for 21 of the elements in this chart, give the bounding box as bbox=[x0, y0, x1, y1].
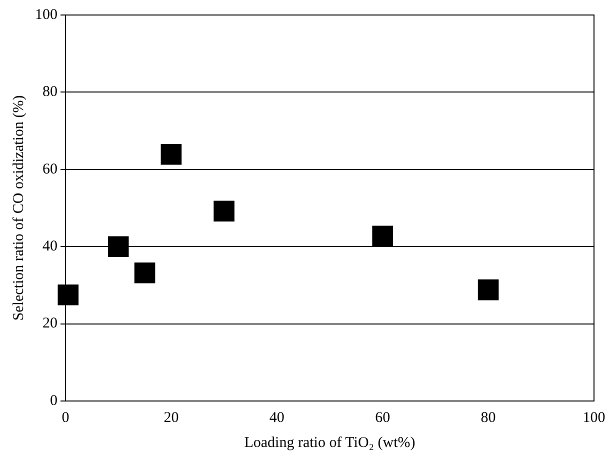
point bbox=[134, 262, 156, 284]
point bbox=[478, 279, 499, 300]
y-tick-label: 0 bbox=[50, 392, 58, 409]
y-tick-label: 100 bbox=[35, 6, 58, 23]
x-tick-label: 0 bbox=[62, 410, 70, 426]
point bbox=[58, 284, 79, 306]
x-tick-label: 20 bbox=[164, 410, 179, 426]
y-tick-label: 20 bbox=[42, 316, 58, 332]
x-tick-label: 60 bbox=[375, 410, 390, 426]
y-tick-label: 60 bbox=[42, 161, 58, 178]
y-tick-label: 40 bbox=[42, 238, 58, 255]
y-axis-title: Selection ratio of CO oxidization (%) bbox=[10, 95, 27, 321]
point bbox=[214, 200, 234, 222]
x-tick-label: 40 bbox=[269, 410, 284, 426]
point bbox=[160, 144, 182, 165]
x-tick-label: 100 bbox=[582, 410, 606, 426]
point bbox=[372, 226, 393, 247]
y-tick-label: 80 bbox=[42, 84, 58, 100]
x-axis-title: Loading ratio of TiO₂ (wt%) bbox=[244, 434, 416, 451]
point bbox=[108, 236, 129, 257]
x-tick-label: 80 bbox=[480, 410, 496, 426]
